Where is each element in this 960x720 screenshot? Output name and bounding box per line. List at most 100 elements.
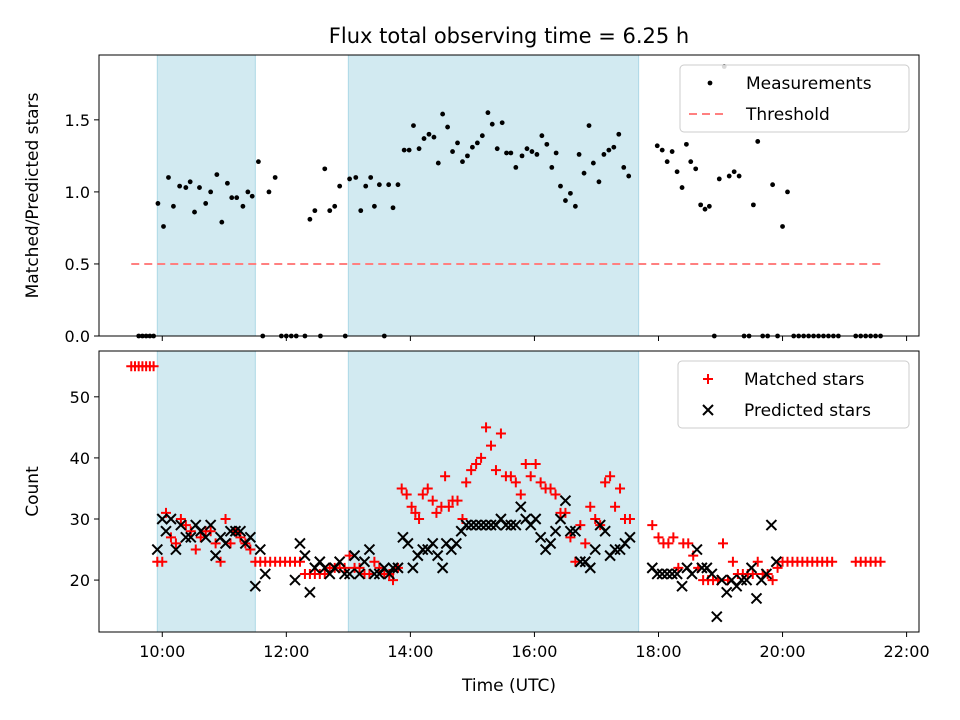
bottom-point-plus-18: [205, 526, 216, 537]
figure-title: Flux total observing time = 6.25 h: [329, 24, 689, 48]
top-point-dot-108: [698, 202, 704, 208]
bottom-point-plus-19: [210, 538, 221, 549]
top-point-dot-79: [534, 152, 540, 157]
top-point-dot-18: [224, 180, 230, 186]
bottom-point-cross-11: [204, 519, 217, 531]
bottom-point-cross-75: [544, 537, 557, 550]
top-point-dot-50: [390, 205, 396, 211]
top-point-dot-47: [376, 182, 382, 188]
bottom-point-plus-127: [752, 556, 763, 567]
xtick-label-6: 22:00: [884, 642, 930, 661]
bottom-point-cross-107: [721, 586, 733, 599]
bottom-point-plus-6: [148, 361, 159, 372]
bottom-point-plus-96: [580, 538, 591, 549]
top-point-dot-82: [549, 165, 555, 170]
bottom-point-plus-76: [481, 422, 492, 433]
top-point-dot-88: [576, 152, 582, 157]
bottom-point-cross-80: [569, 525, 582, 537]
top-point-dot-101: [664, 159, 670, 165]
bottom-legend: Matched stars Predicted stars: [677, 360, 910, 429]
top-point-dot-80: [539, 133, 545, 139]
bottom-point-plus-110: [668, 532, 679, 543]
top-point-dot-110: [706, 203, 712, 209]
top-point-dot-6: [161, 224, 166, 229]
bottom-point-plus-65: [431, 507, 442, 518]
bottom-point-cross-67: [505, 519, 517, 531]
top-point-dot-94: [606, 147, 612, 153]
bottom-point-plus-81: [505, 471, 516, 482]
bottom-point-cross-93: [651, 568, 663, 580]
top-ytick-label-2: 1.0: [65, 183, 90, 202]
top-point-dot-7: [166, 175, 171, 180]
top-point-dot-97: [621, 165, 627, 170]
bottom-point-plus-94: [570, 556, 581, 567]
bottom-point-cross-98: [676, 580, 688, 592]
top-point-dot-49: [386, 182, 392, 188]
bottom-point-cross-91: [624, 531, 636, 544]
bottom-series-plus: [126, 361, 886, 586]
bottom-point-cross-83: [584, 562, 596, 574]
bottom-point-cross-97: [671, 568, 683, 580]
top-point-dot-103: [674, 169, 680, 175]
bottom-point-plus-106: [647, 520, 658, 531]
top-point-dot-20: [234, 195, 240, 201]
top-point-dot-65: [465, 153, 470, 159]
bottom-shaded-window-1: [347, 350, 640, 633]
top-point-dot-100: [659, 147, 665, 153]
top-legend-label-1: Threshold: [745, 105, 830, 125]
top-point-dot-63: [455, 140, 460, 146]
top-point-dot-96: [616, 131, 622, 137]
top-point-dot-8: [171, 203, 176, 209]
bottom-ytick-label-1: 30: [70, 510, 90, 529]
bottom-point-plus-85: [525, 471, 536, 482]
bottom-point-plus-20: [215, 556, 226, 567]
top-y-axis-label: Matched/Predicted stars: [23, 92, 43, 298]
bottom-point-cross-47: [407, 562, 419, 574]
bottom-point-cross-1: [156, 513, 168, 525]
bottom-point-plus-46: [344, 550, 355, 561]
top-point-dot-27: [272, 175, 278, 180]
bottom-point-plus-58: [401, 489, 412, 500]
bottom-point-plus-107: [653, 532, 664, 543]
top-legend-box: [679, 64, 910, 133]
top-point-dot-116: [736, 173, 742, 179]
bottom-point-plus-68: [443, 501, 454, 512]
bottom-point-plus-64: [427, 495, 438, 506]
bottom-point-cross-63: [485, 519, 497, 531]
top-point-dot-54: [411, 123, 416, 129]
bottom-point-cross-12: [209, 549, 222, 562]
bottom-point-plus-11: [170, 538, 181, 549]
bottom-point-plus-83: [515, 489, 526, 500]
top-point-dot-46: [372, 203, 377, 209]
top-point-dot-52: [401, 147, 407, 153]
bottom-point-plus-87: [535, 477, 546, 488]
bottom-point-plus-45: [339, 562, 350, 573]
xtick-label-2: 14:00: [387, 642, 433, 661]
bottom-point-cross-101: [691, 543, 703, 556]
counts-panel: 20 30 40 50 10:00 12:00 14:00 16:00 18:00 20:00 22…: [23, 350, 930, 661]
bottom-point-plus-89: [545, 483, 556, 494]
bottom-point-cross-117: [770, 556, 783, 568]
bottom-point-plus-126: [747, 568, 758, 579]
top-point-dot-15: [208, 189, 214, 195]
bottom-point-plus-62: [417, 489, 428, 500]
top-point-dot-68: [479, 133, 485, 139]
top-point-dot-24: [256, 159, 261, 165]
top-point-dot-114: [726, 173, 732, 179]
bottom-point-cross-35: [348, 549, 361, 562]
bottom-legend-swatch-1: [702, 404, 714, 416]
top-point-dot-45: [368, 175, 374, 180]
top-legend-swatch-0: [707, 80, 713, 86]
top-point-dot-36: [322, 166, 328, 172]
top-point-dot-66: [470, 144, 475, 150]
top-point-dot-74: [508, 150, 514, 156]
bottom-point-cross-115: [760, 568, 773, 580]
top-point-dot-105: [683, 141, 689, 147]
top-point-dot-42: [353, 175, 359, 180]
bottom-point-plus-59: [406, 501, 417, 512]
top-point-dot-43: [358, 208, 364, 214]
bottom-point-cross-61: [475, 519, 487, 531]
bottom-point-cross-76: [549, 525, 562, 537]
bottom-point-plus-103: [615, 483, 626, 494]
bottom-point-cross-21: [254, 543, 266, 556]
